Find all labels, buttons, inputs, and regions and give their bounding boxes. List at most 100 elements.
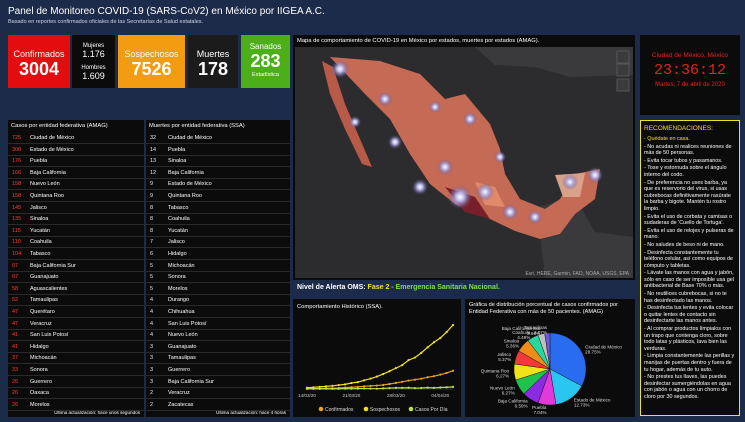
list-row: 47 Querétaro: [8, 306, 144, 318]
clock-date: Martes, 7 de abril de 2020: [655, 82, 725, 88]
map-marker[interactable]: [349, 116, 361, 128]
zoom-out[interactable]: [616, 63, 630, 77]
row-value: 4: [150, 297, 154, 304]
map-marker[interactable]: [476, 183, 494, 201]
pie-value-label: 4.49%: [517, 335, 530, 340]
map-attribution: Esri, HERE, Garmin, FAO, NOAA, USGS, EPA: [525, 271, 629, 277]
row-value: 7: [150, 239, 154, 246]
page-title: Panel de Monitoreo COVID-19 (SARS-CoV2) …: [8, 6, 325, 17]
alert-emergency: - Emergencia Sanitaria Nacional.: [391, 284, 500, 291]
row-state: Puebla: [30, 158, 48, 165]
row-value: 166: [12, 169, 22, 176]
list-title: Muertes por entidad federativa (SSA): [149, 123, 245, 129]
map-marker[interactable]: [448, 185, 472, 209]
series-point: [375, 384, 378, 387]
list-row: 115 Yucatán: [8, 225, 144, 237]
row-value: 300: [12, 146, 22, 153]
pie-label: Tamaulipas: [524, 325, 548, 330]
map-marker[interactable]: [528, 210, 542, 224]
alert-bar: Nivel de Alerta OMS: Fase 2 - Emergencia…: [297, 284, 635, 296]
series-point: [420, 351, 423, 354]
row-value: 26: [12, 401, 19, 408]
row-value: 115: [12, 227, 21, 234]
row-value: 5: [150, 285, 154, 292]
map-marker[interactable]: [463, 112, 477, 126]
series-point: [318, 385, 321, 388]
series-point: [337, 383, 340, 387]
row-value: 8: [150, 204, 154, 211]
map-marker[interactable]: [388, 135, 402, 149]
row-state: Morelos: [168, 285, 188, 292]
map-marker[interactable]: [587, 167, 603, 183]
legend-marker: [363, 406, 369, 412]
list-row: 3 Guanajuato: [146, 341, 290, 353]
map-marker[interactable]: [412, 179, 428, 195]
map-marker[interactable]: [429, 101, 441, 113]
map-marker[interactable]: [562, 174, 578, 190]
list-row: 725 Ciudad de México: [8, 132, 144, 144]
legend-marker: [318, 406, 324, 412]
series-point: [388, 370, 391, 373]
row-value: 13: [150, 158, 157, 165]
row-state: Guanajuato: [168, 343, 197, 350]
series-point: [401, 364, 404, 367]
chart-title: Gráfica de distribución porcentual de ca…: [469, 302, 618, 315]
series-point: [312, 386, 315, 389]
row-state: Durango: [168, 297, 190, 304]
tile-value: 7526: [131, 59, 172, 79]
history-panel: Comportamiento Histórico (SSA). 14/03/20…: [293, 299, 461, 417]
row-state: Baja California Sur: [30, 262, 76, 269]
tile-label: Sanados: [249, 42, 282, 51]
series-point: [439, 336, 442, 340]
row-value: 67: [12, 274, 19, 281]
row-value: 26: [12, 390, 19, 397]
row-value: 12: [150, 169, 157, 176]
series-point: [445, 386, 448, 389]
map-marker[interactable]: [437, 159, 453, 175]
pie-value-label: 7.04%: [533, 410, 546, 415]
x-tick-label: 04/04/20: [431, 393, 449, 398]
tile-value: 283: [250, 51, 281, 71]
row-value: 47: [12, 309, 19, 315]
series-point: [382, 383, 385, 387]
row-state: Jalisco: [168, 239, 185, 246]
map[interactable]: Esri, HERE, Garmin, FAO, NOAA, USGS, EPA: [295, 47, 633, 278]
list-row: 6 Hidalgo: [146, 248, 290, 260]
row-value: 725: [12, 135, 22, 141]
pie-label: Nuevo León: [490, 385, 515, 390]
map-marker[interactable]: [378, 92, 392, 106]
list-row: 2 Veracruz: [146, 387, 290, 400]
map-marker[interactable]: [502, 204, 518, 220]
home-button[interactable]: [616, 78, 630, 92]
series-point: [451, 323, 455, 327]
x-tick-label: 28/03/20: [387, 393, 405, 398]
tile-value: 178: [197, 59, 229, 79]
row-state: Estado de México: [30, 146, 74, 153]
row-state: San Luis Potosí: [168, 320, 207, 327]
row-state: Guerrero: [168, 367, 191, 373]
pie-value-label: 2.07%: [534, 330, 547, 335]
tile-label: Mujeres: [82, 43, 105, 49]
series-point: [324, 387, 328, 390]
row-state: Chihuahua: [168, 309, 195, 315]
row-value: 3: [150, 378, 154, 385]
row-value: 58: [12, 285, 19, 292]
row-value: 110: [12, 239, 21, 246]
list-row: 104 Tabasco: [8, 248, 144, 260]
recommendation: - Desinfecta constantemente tu teléfono …: [644, 249, 734, 269]
row-state: Oaxaca: [30, 390, 49, 397]
zoom-in[interactable]: [616, 50, 630, 64]
series-point: [451, 369, 455, 372]
series-point: [401, 380, 404, 383]
map-marker[interactable]: [331, 60, 349, 78]
legend-marker: [408, 406, 414, 412]
list-row: 5 Sonora: [146, 271, 290, 284]
tile-label: Muertes: [196, 49, 230, 59]
list-row: 12 Baja California: [146, 167, 290, 179]
list-row: 300 Estado de México: [8, 144, 144, 156]
recommendation: - Lávate las manos con agua y jabón, sól…: [644, 270, 734, 290]
series-point: [369, 377, 372, 380]
row-value: 8: [150, 227, 154, 234]
series-point: [432, 386, 436, 389]
map-marker[interactable]: [494, 151, 506, 163]
